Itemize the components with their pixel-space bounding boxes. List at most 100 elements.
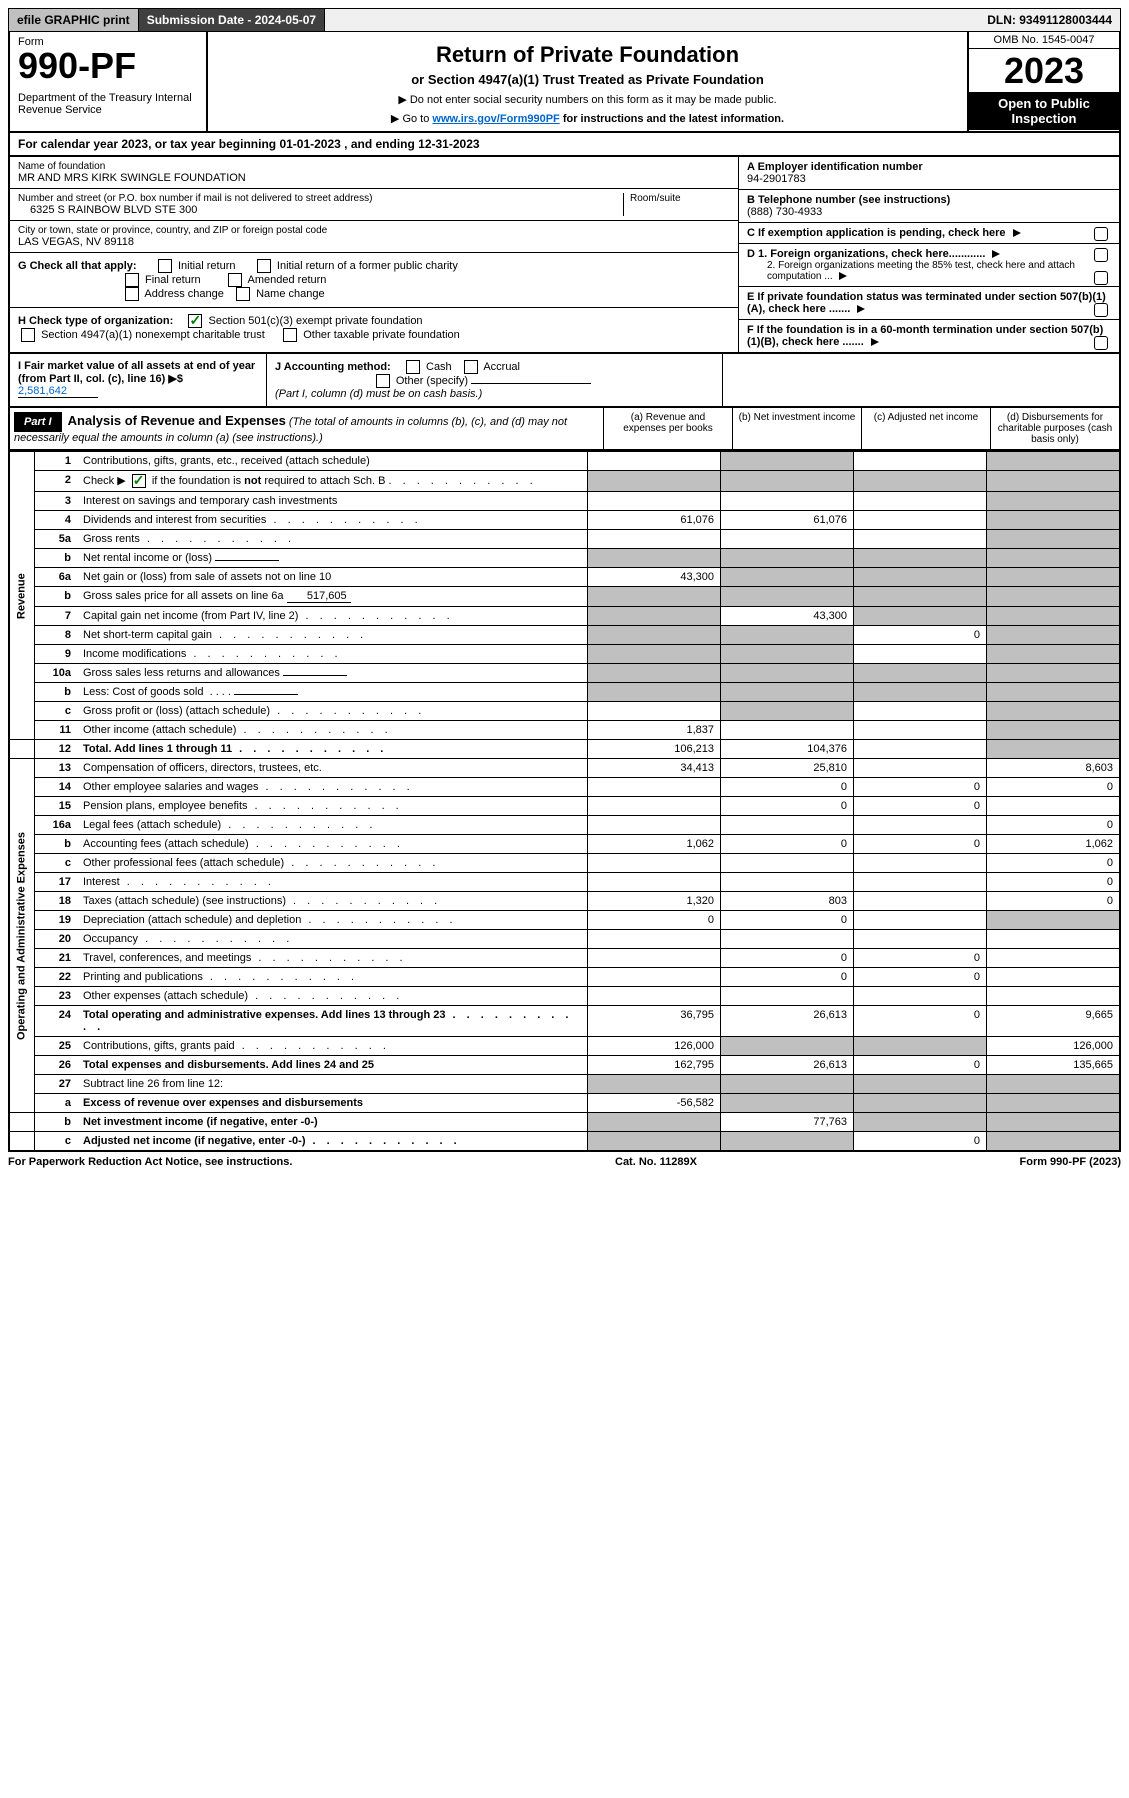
sch-b-checkbox[interactable]	[132, 474, 146, 488]
line-5a-desc: Gross rents	[83, 533, 140, 545]
line-25-col-d: 126,000	[987, 1037, 1121, 1056]
line-18-col-b: 803	[721, 892, 854, 911]
line-5b-desc: Net rental income or (loss)	[83, 552, 212, 564]
col-a-header: (a) Revenue and expenses per books	[603, 408, 732, 449]
name-change-checkbox[interactable]	[236, 287, 250, 301]
city-state-zip: LAS VEGAS, NV 89118	[18, 236, 730, 248]
address-change-checkbox[interactable]	[125, 287, 139, 301]
initial-return-checkbox[interactable]	[158, 259, 172, 273]
table-row: 17Interest 0	[9, 873, 1120, 892]
line-6b-desc: Gross sales price for all assets on line…	[83, 590, 284, 602]
table-row: 4Dividends and interest from securities …	[9, 511, 1120, 530]
address-label: Number and street (or P.O. box number if…	[18, 193, 623, 204]
form-title: Return of Private Foundation	[228, 42, 947, 68]
e-label: E If private foundation status was termi…	[747, 291, 1106, 315]
table-row: 8Net short-term capital gain 0	[9, 626, 1120, 645]
part-1-header: Part I Analysis of Revenue and Expenses …	[8, 408, 1121, 451]
table-row: Revenue 1 Contributions, gifts, grants, …	[9, 452, 1120, 471]
line-26-desc: Total expenses and disbursements. Add li…	[77, 1056, 588, 1075]
room-label: Room/suite	[630, 193, 730, 204]
arrow-icon	[871, 338, 879, 346]
85pct-test-checkbox[interactable]	[1094, 271, 1108, 285]
table-row: aExcess of revenue over expenses and dis…	[9, 1094, 1120, 1113]
line-27b-desc: Net investment income (if negative, ente…	[77, 1113, 588, 1132]
other-method-checkbox[interactable]	[376, 374, 390, 388]
status-terminated-checkbox[interactable]	[1094, 303, 1108, 317]
line-25-desc: Contributions, gifts, grants paid	[83, 1040, 235, 1052]
table-row: cAdjusted net income (if negative, enter…	[9, 1132, 1120, 1152]
form-header: Form 990-PF Department of the Treasury I…	[8, 32, 1121, 133]
foundation-info: Name of foundation MR AND MRS KIRK SWING…	[8, 157, 1121, 354]
line-22-col-b: 0	[721, 968, 854, 987]
line-24-col-c: 0	[854, 1006, 987, 1037]
revenue-expense-table: Revenue 1 Contributions, gifts, grants, …	[8, 451, 1121, 1152]
line-19-col-b: 0	[721, 911, 854, 930]
j-label: J Accounting method:	[275, 361, 391, 373]
line-4-col-a: 61,076	[588, 511, 721, 530]
line-27a-desc: Excess of revenue over expenses and disb…	[77, 1094, 588, 1113]
foreign-org-checkbox[interactable]	[1094, 248, 1108, 262]
line-27a-col-a: -56,582	[588, 1094, 721, 1113]
60month-termination-checkbox[interactable]	[1094, 336, 1108, 350]
table-row: 2 Check ▶ if the foundation is not requi…	[9, 471, 1120, 492]
fair-market-value: 2,581,642	[18, 385, 98, 398]
line-8-col-c: 0	[854, 626, 987, 645]
line-13-col-d: 8,603	[987, 759, 1121, 778]
amended-return-checkbox[interactable]	[228, 273, 242, 287]
line-10b-desc: Less: Cost of goods sold	[83, 686, 203, 698]
table-row: 22Printing and publications 00	[9, 968, 1120, 987]
line-25-col-a: 126,000	[588, 1037, 721, 1056]
other-taxable-checkbox[interactable]	[283, 328, 297, 342]
line-16a-desc: Legal fees (attach schedule)	[83, 819, 221, 831]
line-16b-col-c: 0	[854, 835, 987, 854]
table-row: 11Other income (attach schedule) 1,837	[9, 721, 1120, 740]
table-row: bLess: Cost of goods sold . . . .	[9, 683, 1120, 702]
table-row: 25Contributions, gifts, grants paid 126,…	[9, 1037, 1120, 1056]
footer-left: For Paperwork Reduction Act Notice, see …	[8, 1156, 292, 1168]
name-change-label: Name change	[256, 288, 325, 300]
department: Department of the Treasury Internal Reve…	[18, 92, 198, 116]
line-15-col-b: 0	[721, 797, 854, 816]
exemption-pending-checkbox[interactable]	[1094, 227, 1108, 241]
section-i-j: I Fair market value of all assets at end…	[8, 354, 1121, 408]
col-c-header: (c) Adjusted net income	[861, 408, 990, 449]
line-12-desc: Total. Add lines 1 through 11	[83, 743, 232, 755]
final-return-checkbox[interactable]	[125, 273, 139, 287]
irs-link[interactable]: www.irs.gov/Form990PF	[432, 113, 559, 125]
cash-checkbox[interactable]	[406, 360, 420, 374]
cash-label: Cash	[426, 361, 452, 373]
table-row: 7Capital gain net income (from Part IV, …	[9, 607, 1120, 626]
ein-label: A Employer identification number	[747, 161, 1111, 173]
calendar-year-row: For calendar year 2023, or tax year begi…	[8, 133, 1121, 157]
line-6a-col-a: 43,300	[588, 568, 721, 587]
revenue-label: Revenue	[9, 452, 35, 740]
table-row: 21Travel, conferences, and meetings 00	[9, 949, 1120, 968]
line-15-desc: Pension plans, employee benefits	[83, 800, 248, 812]
table-row: 23Other expenses (attach schedule)	[9, 987, 1120, 1006]
line-17-desc: Interest	[83, 876, 120, 888]
line-16c-desc: Other professional fees (attach schedule…	[83, 857, 284, 869]
501c3-label: Section 501(c)(3) exempt private foundat…	[209, 315, 423, 327]
table-row: bNet investment income (if negative, ent…	[9, 1113, 1120, 1132]
d1-label: D 1. Foreign organizations, check here..…	[747, 248, 985, 260]
line-14-col-b: 0	[721, 778, 854, 797]
foundation-name: MR AND MRS KIRK SWINGLE FOUNDATION	[18, 172, 730, 184]
line-24-col-b: 26,613	[721, 1006, 854, 1037]
instruction-2-post: for instructions and the latest informat…	[563, 113, 784, 125]
4947-checkbox[interactable]	[21, 328, 35, 342]
line-10a-desc: Gross sales less returns and allowances	[83, 667, 280, 679]
initial-former-checkbox[interactable]	[257, 259, 271, 273]
line-3-desc: Interest on savings and temporary cash i…	[77, 492, 588, 511]
line-4-col-b: 61,076	[721, 511, 854, 530]
line-9-desc: Income modifications	[83, 648, 186, 660]
accrual-label: Accrual	[483, 361, 520, 373]
j-note: (Part I, column (d) must be on cash basi…	[275, 388, 482, 400]
line-10c-desc: Gross profit or (loss) (attach schedule)	[83, 705, 270, 717]
501c3-checkbox[interactable]	[188, 314, 202, 328]
efile-print-button[interactable]: efile GRAPHIC print	[9, 9, 139, 31]
initial-former-label: Initial return of a former public charit…	[277, 260, 458, 272]
line-26-col-b: 26,613	[721, 1056, 854, 1075]
arrow-icon	[857, 305, 865, 313]
accrual-checkbox[interactable]	[464, 360, 478, 374]
line-24-col-d: 9,665	[987, 1006, 1121, 1037]
